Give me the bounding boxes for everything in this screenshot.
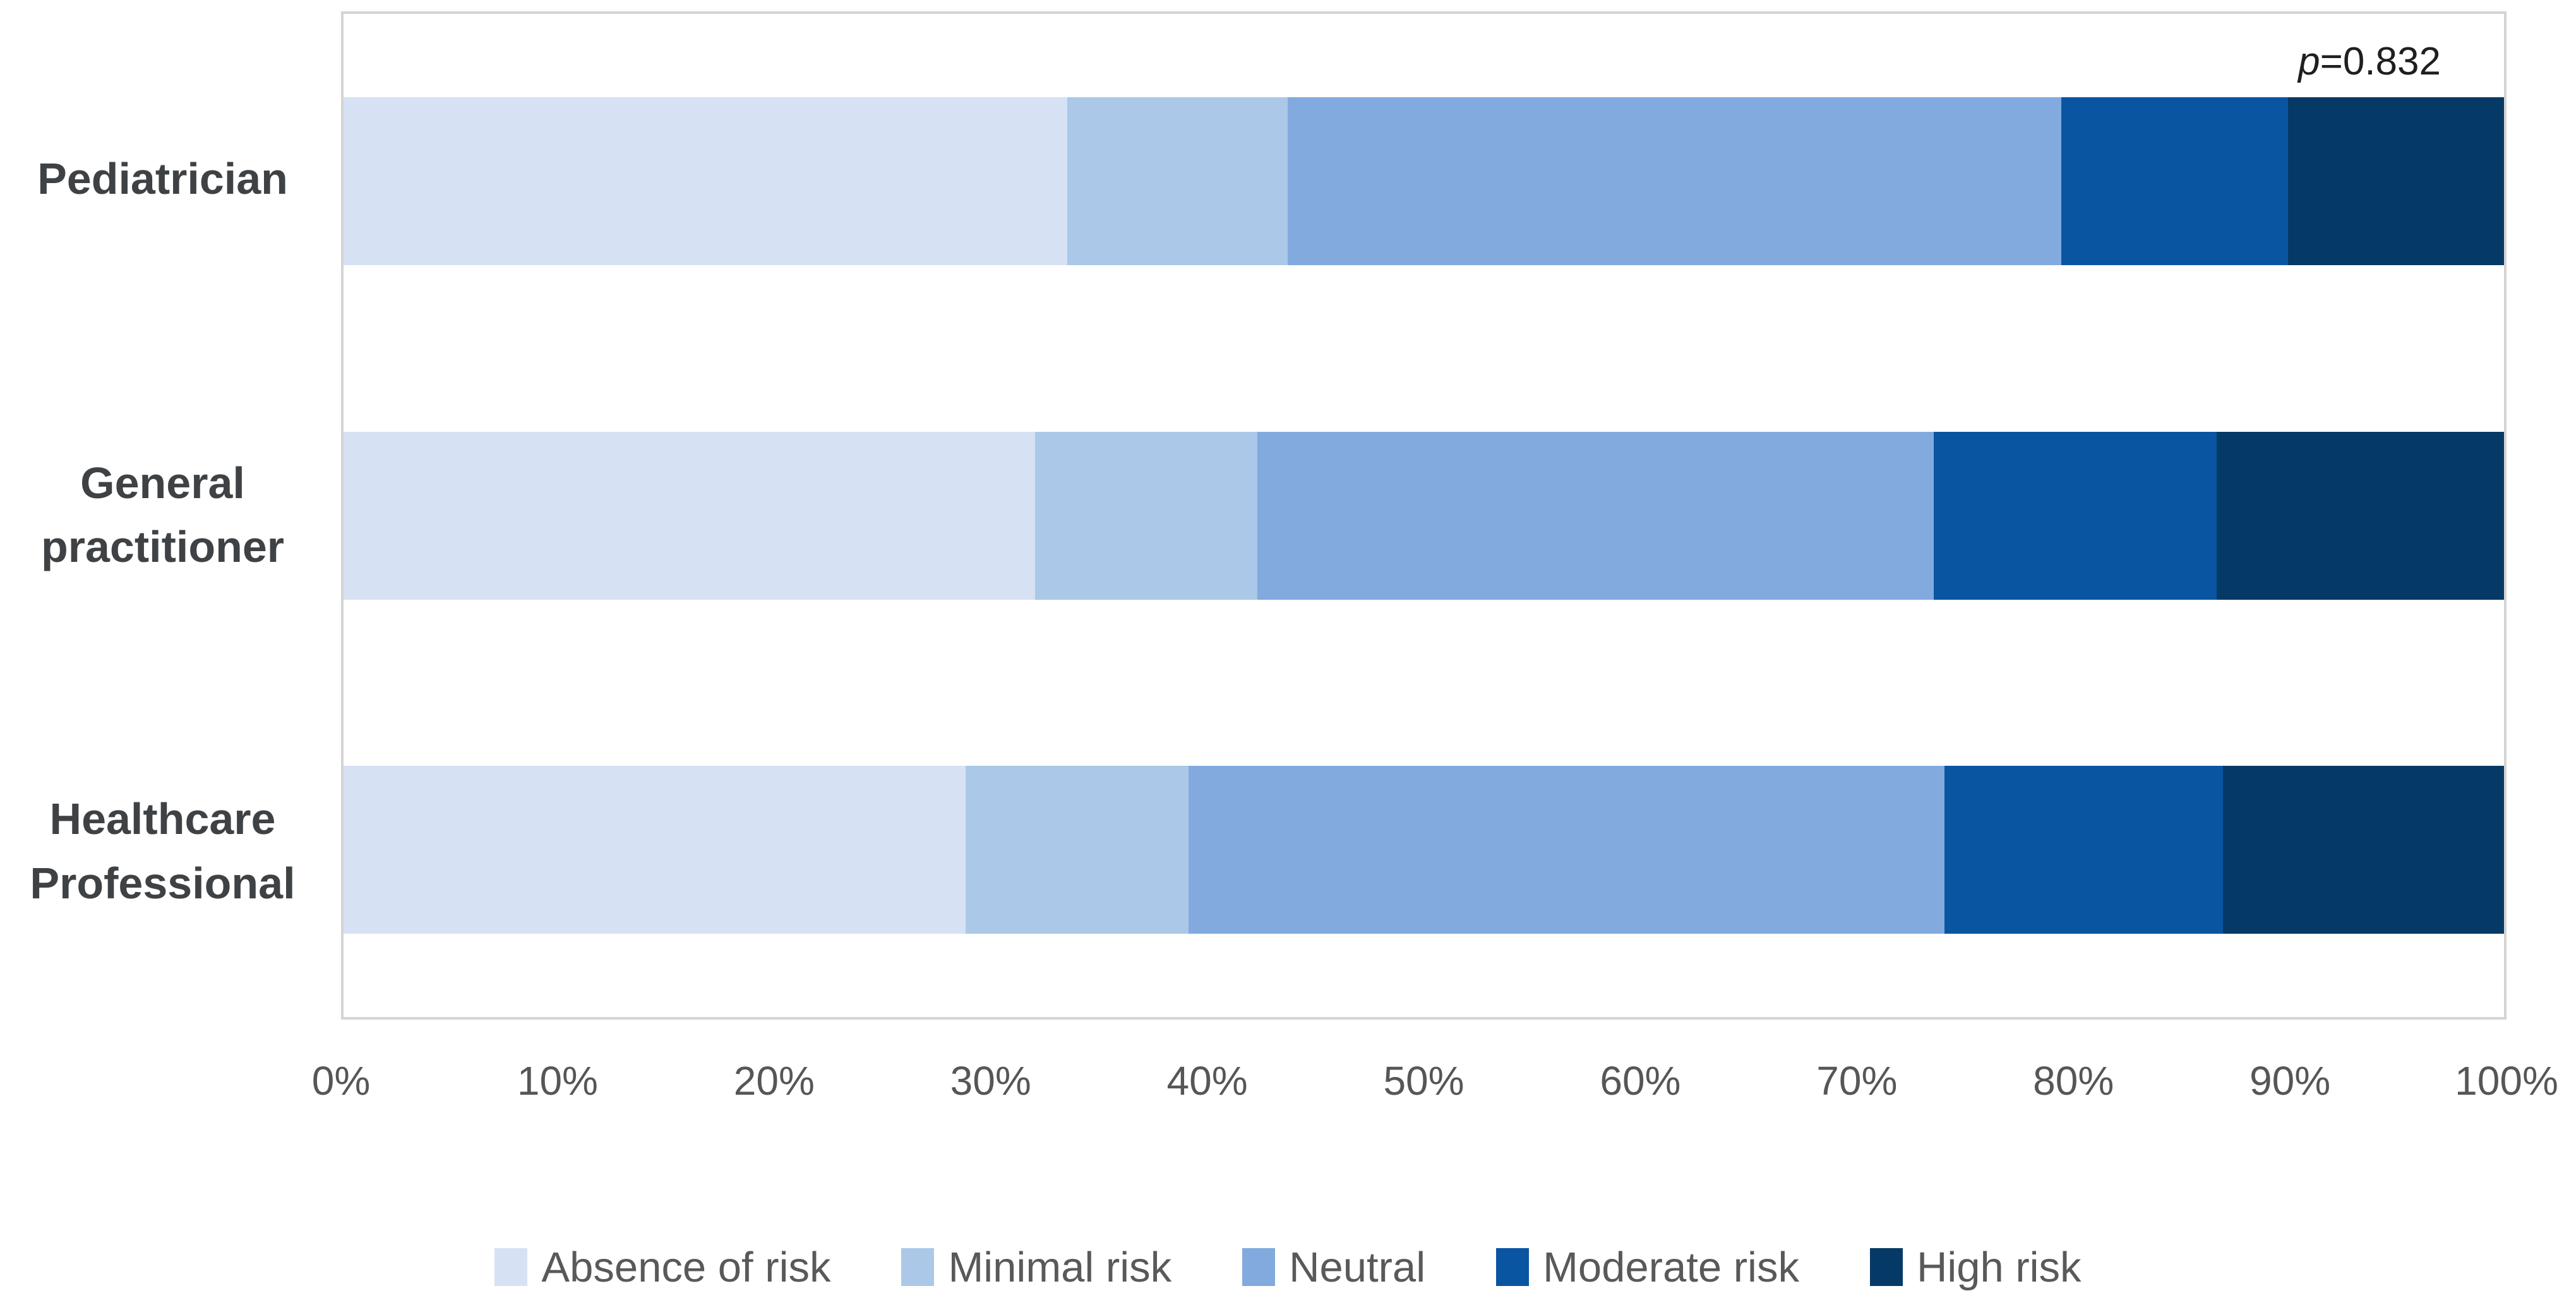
legend-item: Moderate risk: [1496, 1243, 1799, 1292]
plot-area: p=0.832: [341, 11, 2507, 1020]
stacked-bar: [344, 766, 2504, 934]
category-label: Pediatrician: [37, 154, 288, 204]
legend-item: Neutral: [1242, 1243, 1425, 1292]
category-label: General practitioner: [40, 458, 285, 572]
legend-swatch: [1242, 1248, 1276, 1286]
x-tick-label: 10%: [517, 1058, 598, 1104]
x-tick-label: 70%: [1816, 1058, 1898, 1104]
bar-segment: [344, 431, 1035, 600]
bar-segment: [2061, 97, 2288, 265]
category-label: Healthcare Professional: [30, 794, 296, 908]
x-tick-label: 100%: [2455, 1058, 2558, 1104]
legend-label: Moderate risk: [1543, 1243, 1799, 1291]
x-tick-label: 30%: [950, 1058, 1031, 1104]
bar-segment: [2223, 766, 2504, 934]
legend-swatch: [1869, 1248, 1903, 1286]
bar-segment: [344, 97, 1068, 265]
bar-segment: [1067, 97, 1288, 265]
legend-swatch: [494, 1248, 528, 1286]
bar-segment: [2216, 431, 2504, 600]
bar-segment: [1188, 766, 1944, 934]
bar-segment: [1034, 431, 1258, 600]
x-tick-label: 90%: [2250, 1058, 2331, 1104]
stacked-bar: [344, 431, 2504, 600]
x-axis: 0% 10% 20% 30% 40% 50% 60% 70% 80% 90% 100%: [312, 1057, 2558, 1108]
bar-segment: [1944, 766, 2224, 934]
x-tick-label: 80%: [2033, 1058, 2114, 1104]
bar-segment: [1257, 431, 1934, 600]
stacked-bar: [344, 97, 2504, 265]
x-tick-label: 60%: [1600, 1058, 1681, 1104]
legend-item: Absence of risk: [494, 1243, 830, 1292]
x-tick-label: 40%: [1166, 1058, 1248, 1104]
p-value-symbol: p: [2298, 40, 2320, 83]
bar-segment: [344, 766, 966, 934]
legend-label: Neutral: [1289, 1243, 1426, 1291]
bar-row: [344, 14, 2504, 348]
legend-label: Minimal risk: [948, 1243, 1172, 1291]
p-value-annotation: p=0.832: [2298, 39, 2441, 84]
bar-segment: [1933, 431, 2217, 600]
bar-row: [344, 682, 2504, 1017]
x-tick-label: 0%: [311, 1058, 371, 1104]
legend: Absence of risk Minimal risk Neutral Modera…: [0, 1232, 2576, 1302]
bar-segment: [966, 766, 1189, 934]
legend-swatch: [901, 1248, 935, 1286]
legend-swatch: [1496, 1248, 1530, 1286]
x-tick-label: 50%: [1383, 1058, 1465, 1104]
bar-segment: [1287, 97, 2061, 265]
p-value-number: =0.832: [2320, 40, 2441, 83]
legend-item: High risk: [1869, 1243, 2082, 1292]
x-tick-label: 20%: [733, 1058, 815, 1104]
bar-segment: [2287, 97, 2504, 265]
legend-label: Absence of risk: [541, 1243, 831, 1291]
y-axis-labels: Pediatrician General practitioner Healthca…: [0, 11, 325, 1020]
legend-label: High risk: [1916, 1243, 2082, 1291]
bar-row: [344, 348, 2504, 683]
legend-item: Minimal risk: [901, 1243, 1171, 1292]
